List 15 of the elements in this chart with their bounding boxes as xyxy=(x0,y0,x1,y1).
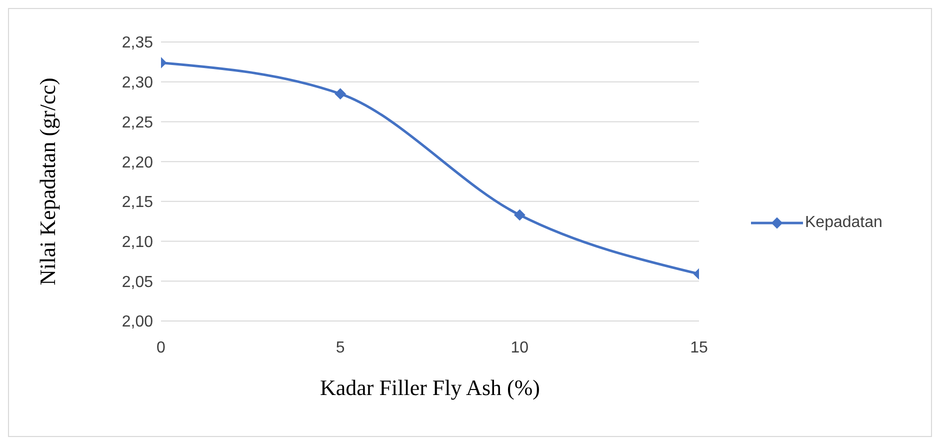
x-tick-label: 5 xyxy=(336,339,345,356)
x-tick-label: 10 xyxy=(510,339,529,356)
y-tick-label: 2,35 xyxy=(122,34,154,52)
x-tick-label: 0 xyxy=(156,339,166,356)
y-tick-label: 2,25 xyxy=(122,114,154,132)
y-tick-label: 2,30 xyxy=(122,74,154,92)
x-axis-title: Kadar Filler Fly Ash (%) xyxy=(320,375,540,400)
y-tick-label: 2,20 xyxy=(122,154,154,172)
y-tick-label: 2,10 xyxy=(122,234,154,251)
legend-label: Kepadatan xyxy=(805,214,882,232)
y-tick-label: 2,05 xyxy=(122,274,154,291)
y-tick-label: 2,15 xyxy=(122,194,154,212)
x-tick-label: 15 xyxy=(690,339,708,356)
y-tick-label: 2,00 xyxy=(122,314,154,331)
y-axis-title: Nilai Kepadatan (gr/cc) xyxy=(34,78,60,286)
